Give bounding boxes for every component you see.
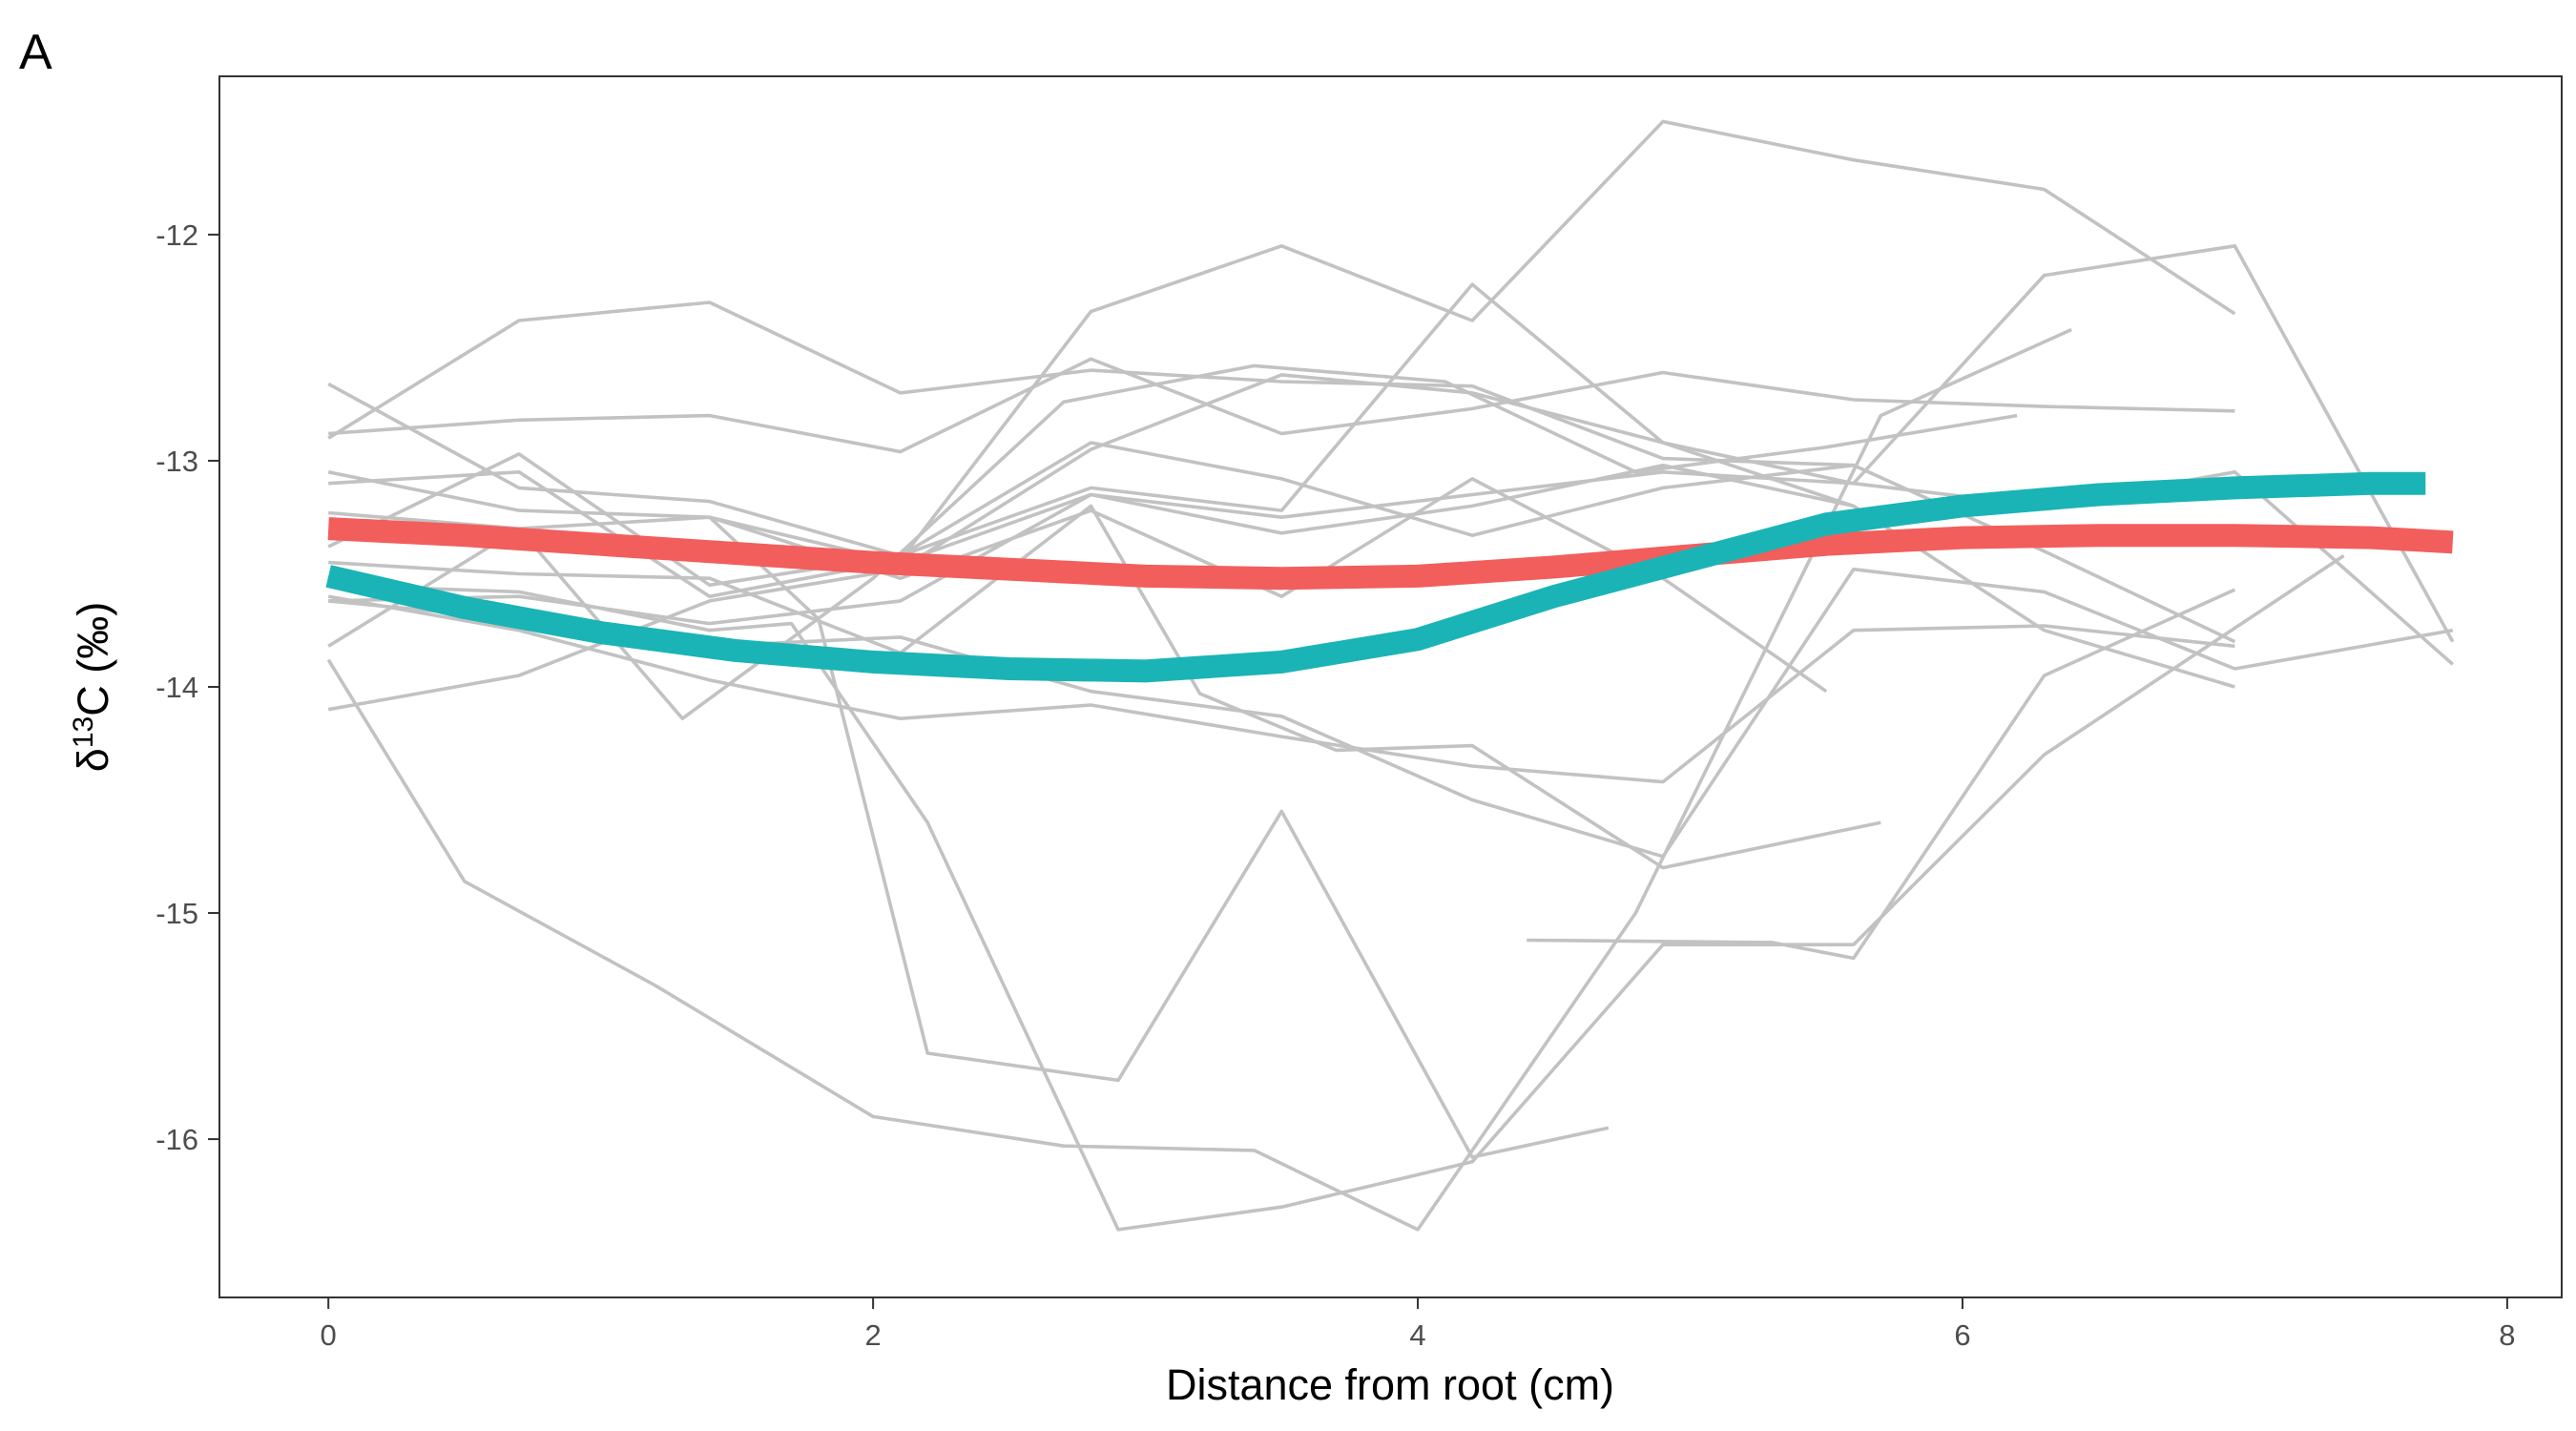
- y-tick-label: -16: [156, 1123, 198, 1156]
- y-axis-title: δ13C (‰): [68, 602, 118, 772]
- individual-series-line-17: [1527, 588, 2236, 961]
- y-tick-label: -13: [156, 445, 198, 478]
- x-tick-label: 0: [321, 1318, 337, 1352]
- panel-label: A: [19, 25, 52, 80]
- individual-series-line-9: [327, 477, 1828, 694]
- individual-series-line-11: [328, 504, 1881, 870]
- individual-series-line-12: [328, 567, 2454, 859]
- individual-series-line-14: [326, 327, 2072, 1232]
- x-tick-label: 2: [864, 1318, 881, 1352]
- individual-series-line-1: [327, 301, 1854, 467]
- trend-lines: [325, 471, 2454, 683]
- trend-line-2: [325, 471, 2426, 683]
- individual-series-line-2: [328, 357, 2235, 454]
- plot-panel-border: [218, 75, 2563, 1298]
- y-axis: -16 -15 -14 -13 -12: [156, 218, 219, 1156]
- individual-series-line-10: [327, 594, 2235, 784]
- x-tick-label: 8: [2499, 1318, 2515, 1352]
- individual-series-line-13: [327, 243, 2455, 712]
- trend-line-1: [327, 517, 2454, 591]
- y-tick-label: -15: [156, 897, 198, 930]
- x-tick-label: 6: [1954, 1318, 1970, 1352]
- x-axis-title: Distance from root (cm): [1166, 1360, 1614, 1409]
- y-tick-label: -12: [156, 218, 198, 252]
- y-tick-label: -14: [156, 671, 198, 704]
- y-axis-title-superscript: 13: [68, 716, 99, 748]
- individual-series-line-16: [708, 515, 1610, 1159]
- individual-series-line-3: [327, 282, 1855, 558]
- x-axis: 0 2 4 6 8: [321, 1297, 2516, 1352]
- x-tick-label: 4: [1409, 1318, 1425, 1352]
- y-axis-title-rest: C (‰): [69, 602, 117, 716]
- plot-lines: [326, 119, 2455, 1232]
- individual-series-line-4: [328, 119, 2236, 599]
- y-axis-title-delta: δ: [69, 748, 117, 772]
